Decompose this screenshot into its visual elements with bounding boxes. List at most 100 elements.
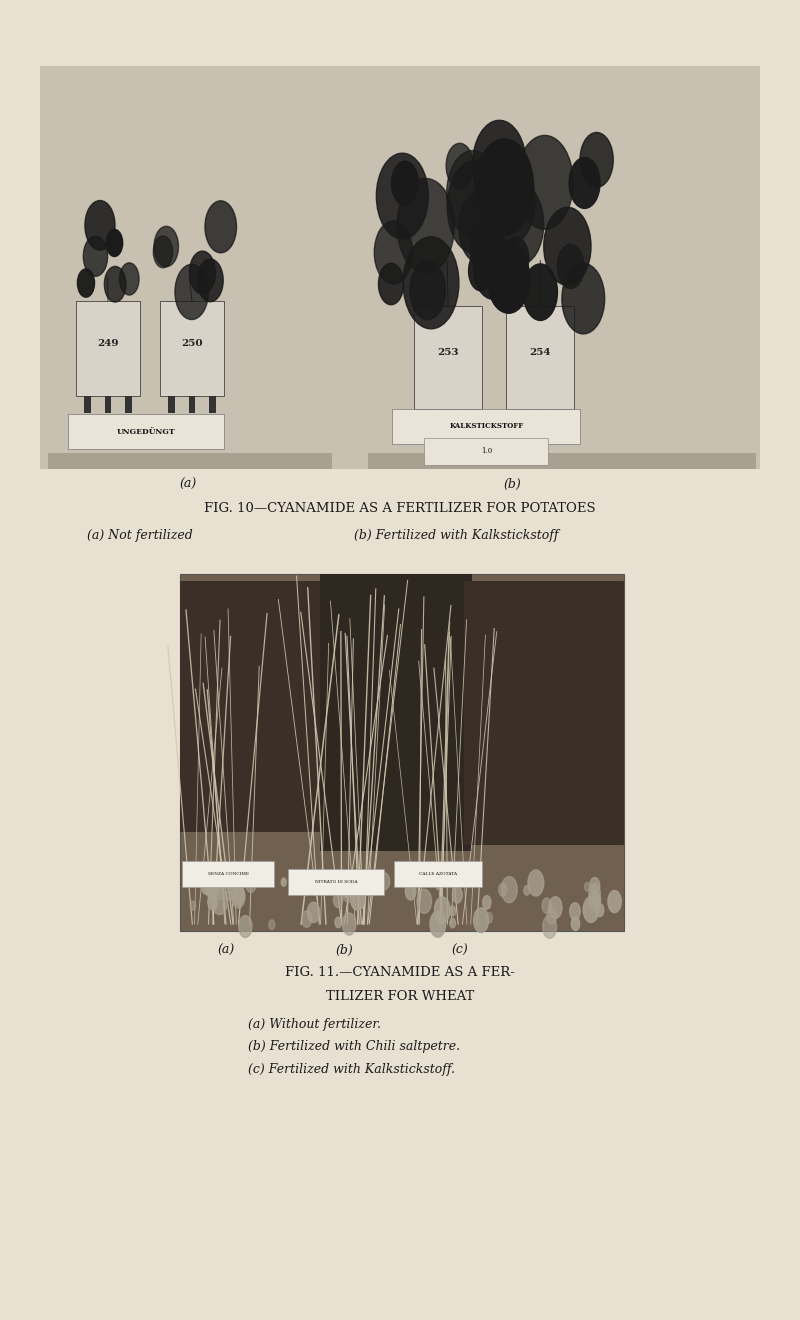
Circle shape bbox=[589, 884, 600, 903]
Circle shape bbox=[406, 883, 416, 900]
Circle shape bbox=[119, 263, 139, 296]
Circle shape bbox=[335, 917, 342, 928]
Circle shape bbox=[410, 261, 446, 319]
Text: TILIZER FOR WHEAT: TILIZER FOR WHEAT bbox=[326, 990, 474, 1003]
Text: KALKSTICKSTOFF: KALKSTICKSTOFF bbox=[450, 422, 523, 430]
Bar bbox=[189, 396, 195, 413]
Circle shape bbox=[208, 894, 218, 909]
Circle shape bbox=[417, 890, 431, 913]
Text: (b): (b) bbox=[335, 944, 353, 957]
Bar bbox=[537, 409, 543, 426]
Bar bbox=[180, 581, 324, 832]
Bar bbox=[392, 409, 580, 444]
Circle shape bbox=[544, 207, 591, 285]
Circle shape bbox=[201, 876, 212, 895]
Circle shape bbox=[307, 902, 320, 923]
Circle shape bbox=[596, 904, 604, 917]
Circle shape bbox=[302, 911, 312, 927]
Circle shape bbox=[391, 161, 418, 205]
Circle shape bbox=[190, 251, 215, 294]
Circle shape bbox=[205, 875, 219, 899]
Circle shape bbox=[434, 896, 450, 923]
Circle shape bbox=[376, 153, 428, 239]
Text: (b) Fertilized with Kalkstickstoff: (b) Fertilized with Kalkstickstoff bbox=[354, 529, 558, 543]
Circle shape bbox=[342, 913, 356, 935]
Circle shape bbox=[226, 891, 231, 900]
Circle shape bbox=[450, 906, 455, 916]
Text: (a) Without fertilizer.: (a) Without fertilizer. bbox=[248, 1018, 381, 1031]
Circle shape bbox=[473, 120, 526, 209]
Circle shape bbox=[558, 244, 584, 289]
Circle shape bbox=[482, 896, 491, 909]
Text: FIG. 10—CYANAMIDE AS A FERTILIZER FOR POTATOES: FIG. 10—CYANAMIDE AS A FERTILIZER FOR PO… bbox=[204, 502, 596, 515]
Circle shape bbox=[341, 876, 357, 903]
Bar bbox=[320, 574, 472, 851]
Circle shape bbox=[569, 157, 600, 209]
Circle shape bbox=[198, 259, 223, 302]
Text: CALLE AZOTATA: CALLE AZOTATA bbox=[418, 871, 457, 876]
Text: FIG. 11.—CYANAMIDE AS A FER-: FIG. 11.—CYANAMIDE AS A FER- bbox=[285, 966, 515, 979]
Text: UNGEDÜNGT: UNGEDÜNGT bbox=[117, 428, 176, 436]
Bar bbox=[424, 438, 548, 465]
Text: 250: 250 bbox=[181, 339, 203, 348]
Circle shape bbox=[220, 874, 229, 888]
Circle shape bbox=[524, 886, 530, 895]
Circle shape bbox=[469, 251, 493, 290]
Text: (c): (c) bbox=[452, 944, 468, 957]
Text: SENZA CONCIME: SENZA CONCIME bbox=[208, 871, 249, 876]
Circle shape bbox=[334, 892, 342, 908]
Circle shape bbox=[570, 903, 580, 920]
Text: 249: 249 bbox=[98, 339, 118, 348]
Circle shape bbox=[446, 150, 499, 238]
Circle shape bbox=[446, 144, 474, 189]
Circle shape bbox=[78, 269, 94, 297]
Bar bbox=[368, 453, 756, 469]
Circle shape bbox=[562, 263, 605, 334]
Circle shape bbox=[546, 908, 557, 924]
Text: (c) Fertilized with Kalkstickstoff.: (c) Fertilized with Kalkstickstoff. bbox=[248, 1063, 455, 1076]
Circle shape bbox=[483, 160, 535, 246]
Circle shape bbox=[233, 886, 245, 904]
Circle shape bbox=[379, 873, 390, 890]
Circle shape bbox=[502, 876, 518, 903]
Circle shape bbox=[106, 230, 122, 256]
Text: (b) Fertilized with Chili saltpetre.: (b) Fertilized with Chili saltpetre. bbox=[248, 1040, 460, 1053]
Circle shape bbox=[542, 915, 557, 939]
Circle shape bbox=[321, 878, 330, 892]
Circle shape bbox=[516, 136, 574, 230]
Text: 1.0: 1.0 bbox=[481, 447, 492, 455]
Circle shape bbox=[608, 891, 622, 912]
Bar bbox=[40, 66, 760, 469]
Circle shape bbox=[542, 898, 551, 913]
Circle shape bbox=[205, 201, 237, 253]
Circle shape bbox=[104, 267, 126, 302]
Circle shape bbox=[190, 902, 195, 911]
Circle shape bbox=[430, 911, 446, 937]
Circle shape bbox=[585, 883, 590, 891]
Text: (a): (a) bbox=[179, 478, 197, 491]
Bar bbox=[126, 396, 132, 413]
Bar bbox=[394, 861, 482, 887]
Text: (b): (b) bbox=[503, 478, 521, 491]
Text: 254: 254 bbox=[530, 348, 550, 358]
Circle shape bbox=[154, 226, 178, 267]
Circle shape bbox=[343, 884, 351, 898]
Circle shape bbox=[246, 875, 256, 892]
Text: NITRATO DI SODA: NITRATO DI SODA bbox=[314, 879, 358, 884]
Bar bbox=[414, 306, 482, 409]
Circle shape bbox=[212, 888, 227, 915]
Circle shape bbox=[486, 912, 493, 923]
Circle shape bbox=[590, 878, 600, 894]
Circle shape bbox=[474, 908, 489, 933]
Bar bbox=[423, 409, 430, 426]
Bar bbox=[506, 306, 574, 409]
Circle shape bbox=[83, 236, 108, 276]
Bar bbox=[558, 409, 565, 426]
Circle shape bbox=[175, 264, 209, 319]
Circle shape bbox=[282, 878, 286, 886]
Circle shape bbox=[475, 139, 534, 235]
Bar bbox=[76, 301, 140, 396]
Bar bbox=[182, 861, 274, 887]
Circle shape bbox=[403, 236, 459, 329]
Bar bbox=[48, 453, 332, 469]
